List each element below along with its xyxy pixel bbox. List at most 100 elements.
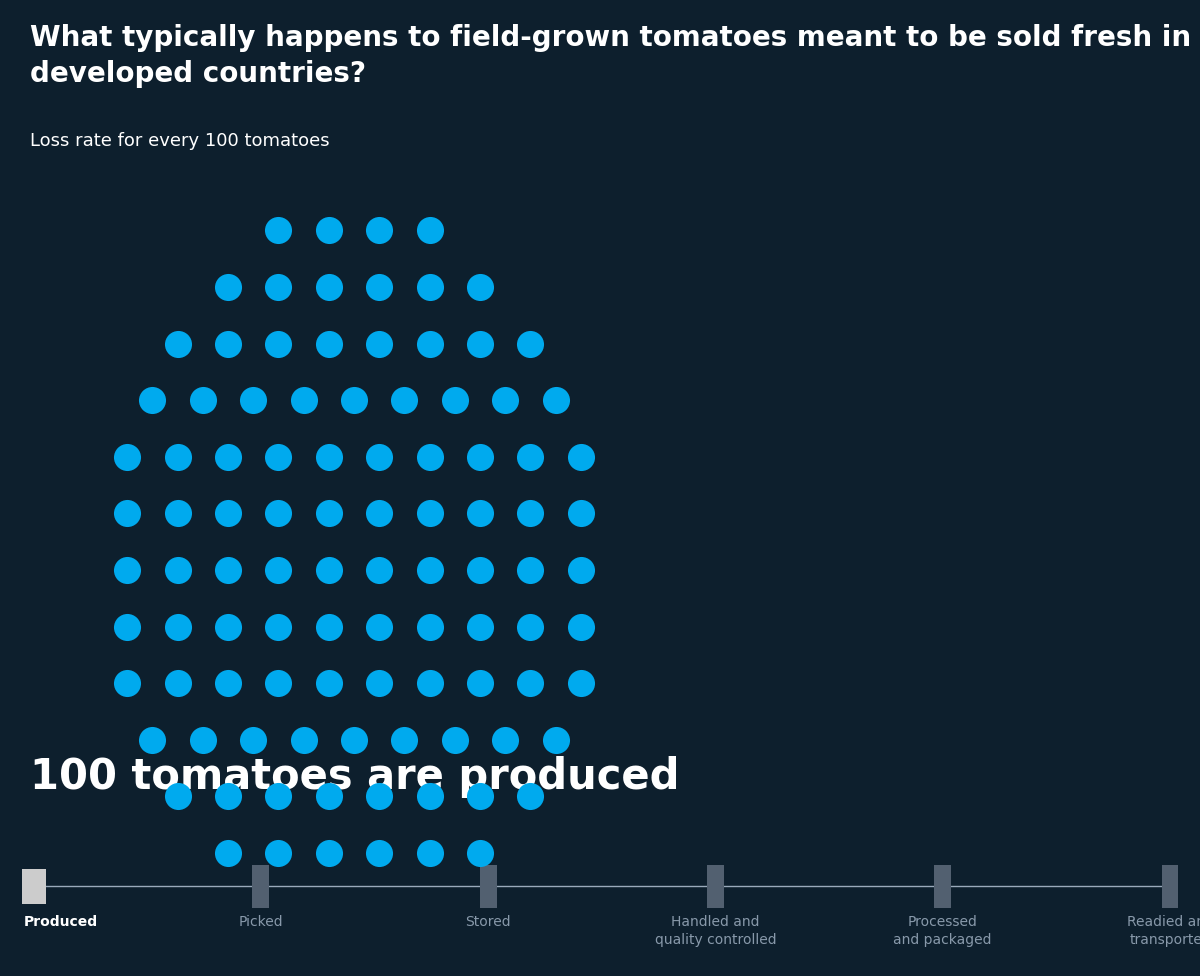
Text: Produced: Produced (24, 915, 98, 929)
Point (470, 336, 490, 351)
Point (118, 619, 137, 634)
Point (571, 675, 590, 691)
FancyBboxPatch shape (22, 869, 46, 904)
Point (168, 562, 187, 578)
Point (168, 449, 187, 465)
Point (319, 845, 338, 861)
Text: What typically happens to field-grown tomatoes meant to be sold fresh in
develop: What typically happens to field-grown to… (30, 24, 1192, 88)
Point (420, 675, 439, 691)
Point (143, 732, 162, 748)
Point (470, 845, 490, 861)
Point (344, 392, 364, 408)
Point (470, 789, 490, 804)
Point (218, 506, 238, 521)
Point (218, 336, 238, 351)
Point (168, 506, 187, 521)
Point (319, 619, 338, 634)
Text: Picked: Picked (239, 915, 283, 929)
Point (168, 336, 187, 351)
Point (118, 506, 137, 521)
Point (218, 845, 238, 861)
Point (269, 223, 288, 238)
Point (218, 279, 238, 295)
FancyBboxPatch shape (480, 865, 497, 908)
Point (420, 789, 439, 804)
Point (319, 789, 338, 804)
Point (319, 506, 338, 521)
Point (571, 449, 590, 465)
Point (143, 392, 162, 408)
Point (370, 845, 389, 861)
Point (370, 562, 389, 578)
Point (395, 732, 414, 748)
Point (370, 619, 389, 634)
Point (370, 675, 389, 691)
Point (118, 675, 137, 691)
Point (370, 223, 389, 238)
Point (244, 392, 263, 408)
Point (319, 279, 338, 295)
Point (370, 279, 389, 295)
Point (420, 449, 439, 465)
Point (521, 336, 540, 351)
Point (344, 732, 364, 748)
Point (521, 506, 540, 521)
Point (294, 732, 313, 748)
Point (269, 336, 288, 351)
Point (319, 223, 338, 238)
Text: Readied and
transported: Readied and transported (1127, 915, 1200, 947)
Point (420, 845, 439, 861)
Point (218, 789, 238, 804)
Point (193, 732, 212, 748)
Point (521, 619, 540, 634)
Point (571, 619, 590, 634)
Point (445, 392, 464, 408)
Point (521, 562, 540, 578)
Point (470, 619, 490, 634)
Point (269, 675, 288, 691)
Point (571, 506, 590, 521)
Point (546, 732, 565, 748)
Point (269, 279, 288, 295)
Point (370, 789, 389, 804)
Point (294, 392, 313, 408)
Point (521, 789, 540, 804)
Point (521, 449, 540, 465)
Point (319, 336, 338, 351)
Point (118, 562, 137, 578)
Point (319, 675, 338, 691)
Point (168, 619, 187, 634)
Point (496, 392, 515, 408)
Point (546, 392, 565, 408)
Point (445, 732, 464, 748)
Point (370, 506, 389, 521)
Point (168, 789, 187, 804)
Point (470, 506, 490, 521)
Point (470, 675, 490, 691)
Point (218, 562, 238, 578)
Point (269, 449, 288, 465)
Point (269, 562, 288, 578)
Point (521, 675, 540, 691)
Point (319, 562, 338, 578)
Point (218, 675, 238, 691)
FancyBboxPatch shape (252, 865, 269, 908)
Point (571, 562, 590, 578)
Point (244, 732, 263, 748)
Point (319, 449, 338, 465)
Point (496, 732, 515, 748)
Point (168, 675, 187, 691)
Point (269, 506, 288, 521)
Point (218, 619, 238, 634)
Point (420, 562, 439, 578)
Point (420, 279, 439, 295)
Point (269, 789, 288, 804)
Point (118, 449, 137, 465)
Text: Stored: Stored (466, 915, 511, 929)
Text: Processed
and packaged: Processed and packaged (894, 915, 992, 947)
Point (420, 506, 439, 521)
Point (420, 619, 439, 634)
Point (370, 336, 389, 351)
Point (269, 845, 288, 861)
Point (420, 223, 439, 238)
